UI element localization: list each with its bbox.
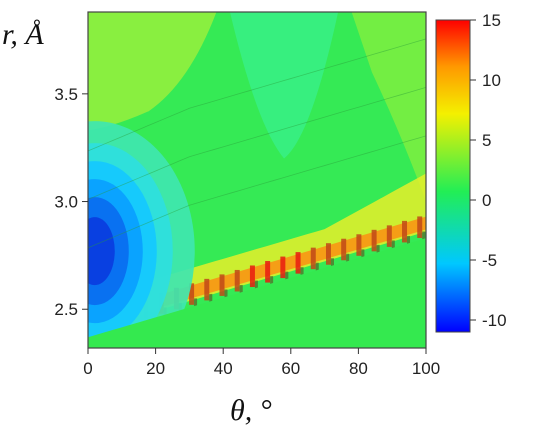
center-trough (229, 12, 339, 159)
x-axis-label: θ, ° (230, 394, 272, 427)
wall-striation (204, 278, 210, 301)
wall-striation (295, 252, 301, 274)
colorbar-tick-label: 5 (482, 131, 491, 150)
heatmap-layers (88, 12, 426, 348)
contour-line (88, 38, 426, 152)
y-tick-label: 3.5 (54, 85, 78, 104)
y-axis-label: r, Å (2, 18, 44, 51)
upper-left-band (88, 12, 217, 131)
contour-line (88, 87, 426, 200)
wall-striation (417, 216, 423, 238)
wall-striation (341, 238, 347, 261)
x-tick-label: 80 (349, 359, 368, 378)
plot-area (88, 12, 426, 348)
plot-frame (87, 11, 427, 349)
colorbar-gradient (435, 19, 471, 333)
y-tick-label: 3.0 (54, 193, 78, 212)
upper-right-band (351, 12, 426, 202)
wall-striation (249, 265, 255, 288)
x-tick-label: 20 (146, 359, 165, 378)
y-tick-label: 2.5 (54, 300, 78, 319)
contour-line (88, 135, 426, 249)
colorbar: 15 10 5 0 -5 -10 (435, 11, 507, 333)
y-axis: 2.5 3.0 3.5 (54, 85, 88, 319)
x-axis: 0 20 40 60 80 100 (83, 348, 440, 378)
colorbar-tick-label: -5 (482, 251, 497, 270)
wall-striation (386, 225, 392, 247)
wall-striation (371, 229, 377, 252)
wall-striation (219, 274, 225, 296)
x-tick-label: 40 (214, 359, 233, 378)
x-tick-label: 100 (412, 359, 440, 378)
wall-striation (310, 247, 316, 270)
colorbar-tick-label: -10 (482, 311, 507, 330)
wall-striation (234, 269, 240, 292)
wall-striation (265, 261, 271, 283)
below-wall-region (88, 238, 426, 348)
wall-striation (325, 243, 331, 265)
wall-striation (402, 220, 408, 243)
x-tick-label: 60 (281, 359, 300, 378)
colorbar-ticks: 15 10 5 0 -5 -10 (470, 11, 507, 330)
minimum-well-contour (88, 217, 115, 286)
wall-striation (280, 256, 286, 279)
wall-striation (189, 283, 195, 305)
colorbar-tick-label: 10 (482, 71, 501, 90)
x-tick-label: 0 (83, 359, 92, 378)
colorbar-tick-label: 15 (482, 11, 501, 30)
colorbar-tick-label: 0 (482, 191, 491, 210)
wall-striation (356, 234, 362, 256)
